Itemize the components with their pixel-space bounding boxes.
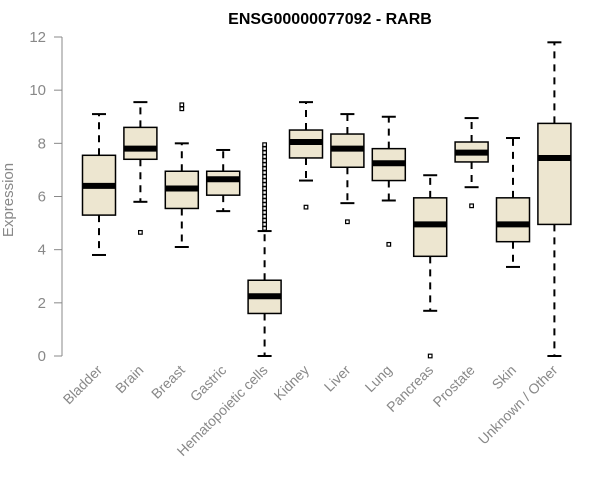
iqr-box — [205, 170, 241, 196]
x-tick-label: Brain — [112, 362, 146, 396]
outlier-point — [262, 162, 267, 168]
outlier-point — [262, 146, 267, 152]
y-tick-label: 0 — [38, 348, 46, 365]
x-tick-label: Prostate — [430, 362, 478, 410]
box-lung — [371, 115, 407, 247]
y-tick-label: 6 — [38, 189, 46, 206]
y-tick-group: 0 2 4 6 8 10 12 — [29, 29, 62, 365]
outlier-point — [179, 106, 185, 112]
outlier-point — [303, 204, 309, 210]
x-tick-label: Breast — [148, 362, 188, 402]
y-tick-label: 8 — [38, 135, 46, 152]
outlier-point — [262, 194, 267, 199]
x-tick-label: Skin — [489, 362, 520, 393]
x-tick-label: Lung — [362, 362, 395, 395]
x-tick-label: Liver — [321, 362, 354, 395]
outlier-point — [262, 218, 267, 223]
outlier-point — [262, 142, 267, 148]
box-bladder — [81, 113, 117, 256]
box-kidney — [288, 101, 324, 210]
box-pancreas — [412, 174, 448, 359]
box-skin — [495, 137, 531, 268]
outlier-point — [262, 226, 267, 231]
y-tick-label: 2 — [38, 295, 46, 312]
x-tick-label: Kidney — [271, 362, 313, 404]
outlier-point — [262, 222, 267, 227]
box-gastric — [205, 148, 241, 213]
outlier-point — [262, 182, 267, 187]
y-tick-label: 12 — [29, 29, 46, 46]
box-unknown-other — [537, 41, 572, 357]
outlier-point — [262, 206, 267, 211]
outlier-point — [262, 198, 267, 203]
outlier-point — [262, 166, 267, 171]
box-prostate — [454, 117, 489, 209]
box-hematopoietic-cells — [247, 142, 282, 357]
outlier-point — [262, 210, 267, 215]
outlier-point — [138, 229, 143, 235]
chart-title: ENSG00000077092 - RARB — [228, 11, 432, 28]
iqr-box — [495, 197, 531, 243]
x-tick-label: Bladder — [60, 362, 106, 408]
y-axis-label: Expression — [0, 163, 17, 237]
outlier-point — [179, 102, 185, 108]
outlier-point — [262, 202, 267, 207]
outlier-point — [262, 174, 267, 179]
box-liver — [330, 113, 365, 225]
iqr-box — [537, 122, 572, 226]
box-breast — [164, 102, 200, 249]
iqr-box — [123, 126, 158, 161]
outlier-point — [469, 203, 474, 209]
outlier-point — [386, 241, 392, 247]
box-group — [81, 41, 572, 359]
outlier-point — [262, 150, 267, 156]
outlier-point — [262, 214, 267, 219]
outlier-point — [262, 158, 267, 164]
y-tick-label: 4 — [38, 242, 46, 259]
outlier-point — [262, 178, 267, 183]
outlier-point — [262, 154, 267, 160]
y-tick-label: 10 — [29, 82, 46, 99]
outlier-point — [427, 353, 433, 359]
outlier-point — [262, 186, 267, 191]
box-brain — [123, 101, 158, 235]
outlier-point — [345, 219, 350, 225]
outlier-point — [262, 190, 267, 195]
x-tick-label: Unknown / Other — [475, 362, 561, 448]
outlier-point — [262, 170, 267, 175]
